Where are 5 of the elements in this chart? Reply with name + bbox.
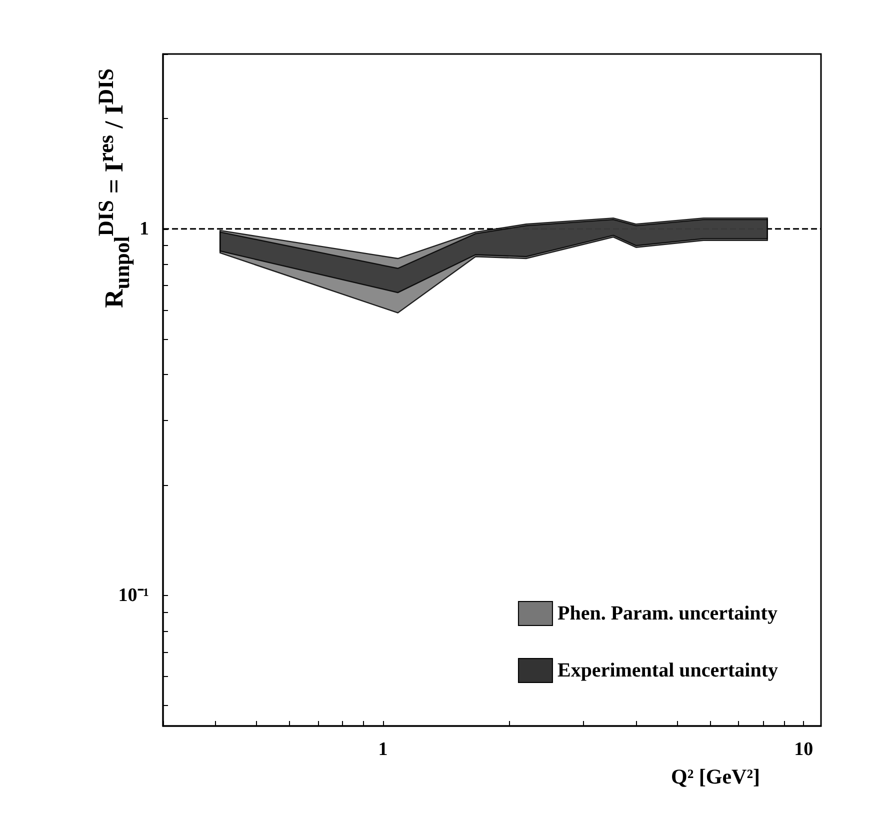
y-tick-label: 10⁻¹ — [118, 584, 149, 606]
x-tick-label: 10 — [794, 739, 814, 760]
legend-label: Experimental uncertainty — [557, 660, 778, 682]
x-axis-title: Q² [GeV²] — [671, 764, 760, 788]
legend-label: Phen. Param. uncertainty — [557, 602, 778, 624]
